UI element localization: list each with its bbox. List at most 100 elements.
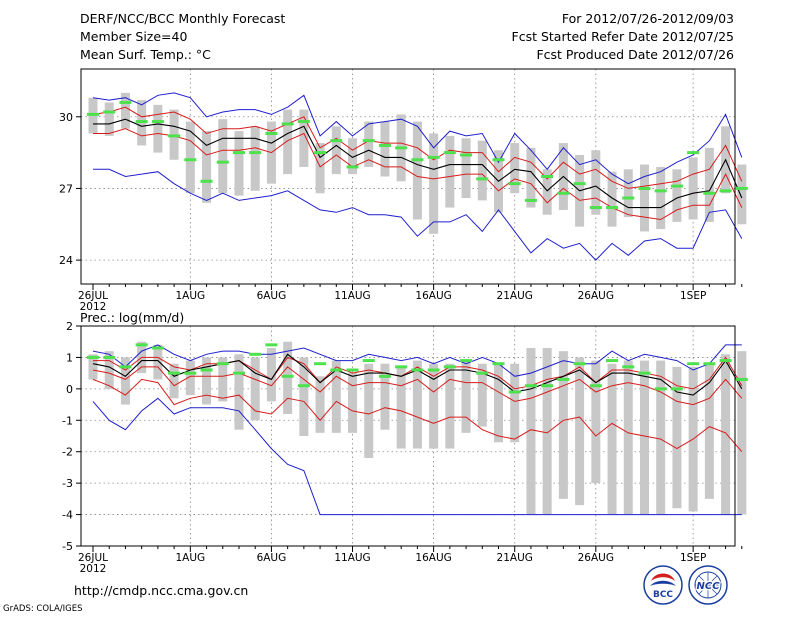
spread-box (104, 351, 114, 389)
precip-panel-title: Prec.: log(mm/d) (80, 310, 185, 325)
observed-marker (232, 371, 245, 375)
observed-marker (606, 359, 619, 363)
series-p75-line (92, 106, 743, 189)
spread-box (153, 344, 163, 380)
observed-marker (297, 120, 310, 124)
observed-marker (541, 175, 554, 178)
observed-marker (654, 387, 667, 391)
spread-box (185, 121, 195, 194)
observed-marker (119, 100, 132, 104)
observed-marker (265, 343, 278, 347)
observed-marker (460, 359, 473, 363)
observed-marker (168, 134, 181, 138)
spread-box (283, 341, 293, 414)
observed-marker (249, 151, 262, 155)
observed-marker (427, 155, 440, 159)
spread-box (315, 376, 325, 433)
plot-frame (80, 68, 736, 285)
spread-box (526, 348, 536, 515)
x-tick-label: 1SEP (680, 552, 706, 564)
y-tick-label: 2 (66, 320, 73, 333)
series-min-line (93, 168, 743, 261)
observed-marker (573, 362, 586, 366)
spread-box (412, 121, 422, 220)
spread-box (315, 143, 325, 194)
y-tick-label: -2 (62, 446, 73, 459)
spread-box (704, 147, 714, 222)
spread-box (639, 360, 649, 515)
spread-box (672, 169, 682, 222)
observed-marker (249, 352, 262, 356)
spread-box (380, 121, 390, 177)
spread-box (120, 92, 130, 129)
spread-box (575, 357, 585, 506)
spread-box (704, 363, 714, 499)
x-tick-label: 26AUG (578, 290, 614, 302)
observed-marker (719, 189, 732, 193)
y-tick-label: 24 (59, 254, 73, 267)
observed-marker (492, 362, 505, 366)
spread-box (656, 360, 666, 515)
observed-marker (135, 343, 148, 347)
spread-box (510, 143, 520, 194)
observed-marker (443, 365, 456, 369)
bcc-logo-text: BCC (653, 590, 673, 600)
observed-marker (330, 368, 343, 372)
series-p10-line (92, 378, 743, 453)
observed-marker (216, 160, 229, 164)
observed-marker (508, 390, 521, 394)
x-tick-label: 6AUG (257, 290, 287, 302)
y-tick-label: -5 (62, 540, 73, 553)
observed-marker (606, 206, 619, 210)
spread-box (348, 138, 358, 175)
spread-box (120, 357, 130, 405)
spread-box (445, 135, 455, 208)
spread-box (299, 109, 309, 167)
source-url[interactable]: http://cmdp.ncc.cma.gov.cn (74, 583, 249, 598)
observed-marker (622, 196, 635, 200)
observed-marker (135, 120, 148, 124)
observed-marker (557, 191, 570, 195)
series-p75-line (93, 356, 743, 390)
observed-marker (687, 362, 700, 366)
spread-box (218, 357, 228, 402)
spread-box (266, 348, 276, 402)
series-min-line (92, 397, 742, 516)
series-p25-line (93, 128, 743, 221)
y-tick-label: 27 (59, 182, 73, 195)
observed-marker (314, 362, 327, 366)
spread-box (250, 357, 260, 421)
bcc-logo: BCC (643, 565, 683, 605)
ncc-logo-text: NCC (696, 581, 720, 592)
x-tick-label: 26JUL (78, 552, 108, 564)
spread-box (737, 351, 747, 515)
spread-box (202, 131, 212, 203)
spread-box (202, 357, 212, 405)
spread-box (331, 360, 341, 433)
observed-marker (524, 198, 537, 202)
started-refer-date: Fcst Started Refer Date 2012/07/25 (511, 29, 735, 44)
observed-marker (330, 139, 343, 143)
spread-box (737, 164, 747, 225)
observed-marker (184, 158, 197, 162)
observed-marker (362, 139, 375, 143)
x-tick-label: 26AUG (578, 552, 614, 564)
observed-marker (103, 355, 116, 359)
spread-box (429, 133, 439, 234)
spread-box (542, 169, 552, 215)
observed-marker (346, 165, 359, 169)
spread-box (429, 363, 439, 449)
observed-marker (362, 359, 375, 363)
observed-marker (411, 158, 424, 162)
observed-marker (638, 371, 651, 375)
observed-marker (168, 371, 181, 375)
observed-marker (411, 368, 424, 372)
observed-marker (200, 179, 213, 183)
spread-box (218, 119, 228, 194)
observed-marker (460, 153, 473, 157)
observed-marker (703, 191, 716, 195)
observed-marker (573, 182, 586, 186)
spread-box (510, 363, 520, 443)
